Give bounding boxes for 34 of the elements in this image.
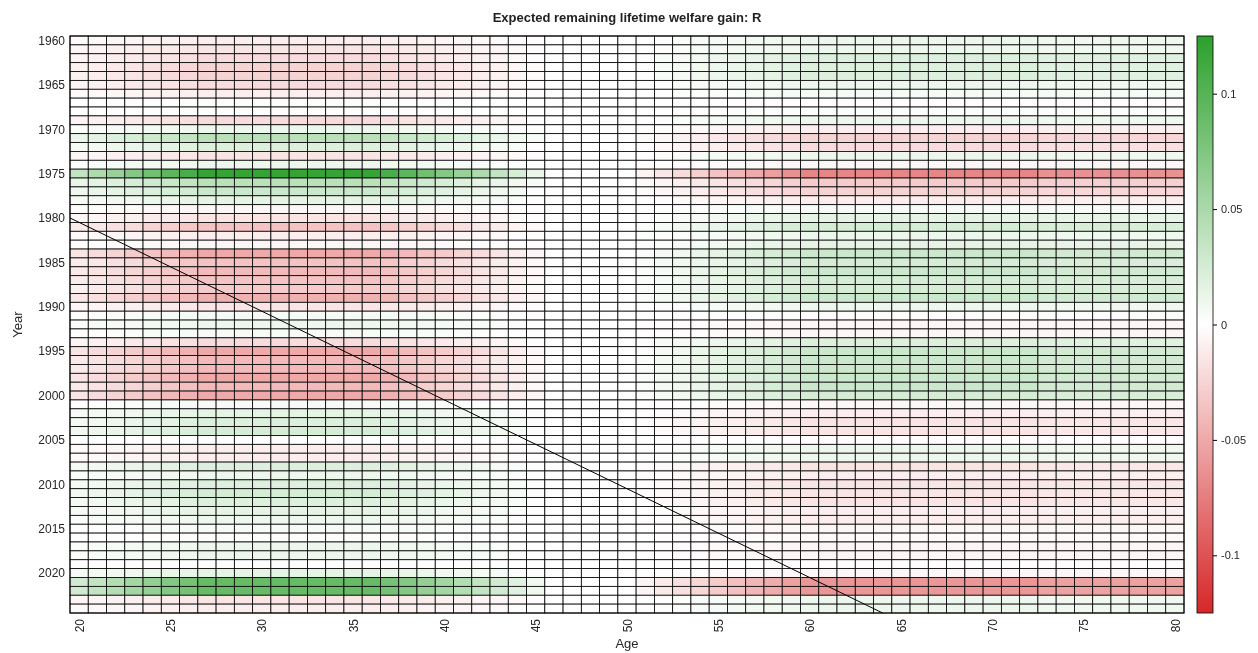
y-axis-title: Year — [10, 310, 25, 338]
x-tick-label: 20 — [72, 618, 87, 633]
x-tick-label: 60 — [803, 618, 818, 633]
x-axis-title: Age — [615, 636, 639, 651]
color-bar-label: 0.1 — [1221, 87, 1237, 100]
x-tick-label: 80 — [1168, 618, 1183, 633]
chart-title: Expected remaining lifetime welfare gain: R — [492, 10, 762, 25]
x-tick-label: 50 — [620, 618, 635, 633]
y-tick-label: 2000 — [38, 388, 66, 403]
y-tick-label: 1980 — [38, 211, 66, 226]
x-tick-label: 70 — [985, 618, 1000, 633]
y-tick-label: 1990 — [38, 300, 66, 315]
y-tick-label: 1985 — [38, 255, 66, 270]
y-tick-label: 2015 — [38, 522, 66, 537]
color-bar-label: 0.05 — [1221, 203, 1243, 216]
x-tick-label: 35 — [346, 618, 361, 633]
x-tick-label: 65 — [894, 618, 909, 633]
color-bar-label: -0.1 — [1221, 549, 1240, 562]
x-tick-label: 45 — [529, 618, 544, 633]
color-bar-label: 0 — [1221, 318, 1228, 331]
x-tick-label: 75 — [1077, 618, 1092, 633]
y-tick-label: 2005 — [38, 433, 66, 448]
y-tick-label: 1995 — [38, 344, 66, 359]
x-tick-label: 55 — [712, 618, 727, 633]
y-tick-label: 1960 — [38, 33, 66, 48]
x-tick-label: 30 — [255, 618, 270, 633]
x-tick-label: 25 — [164, 618, 179, 633]
y-tick-label: 2020 — [38, 566, 66, 581]
y-tick-label: 2010 — [38, 477, 66, 492]
color-bar-label: -0.05 — [1221, 433, 1247, 446]
x-tick-label: 40 — [438, 618, 453, 633]
y-tick-label: 1965 — [38, 78, 66, 93]
y-tick-label: 1975 — [38, 166, 66, 181]
y-tick-label: 1970 — [38, 122, 66, 137]
